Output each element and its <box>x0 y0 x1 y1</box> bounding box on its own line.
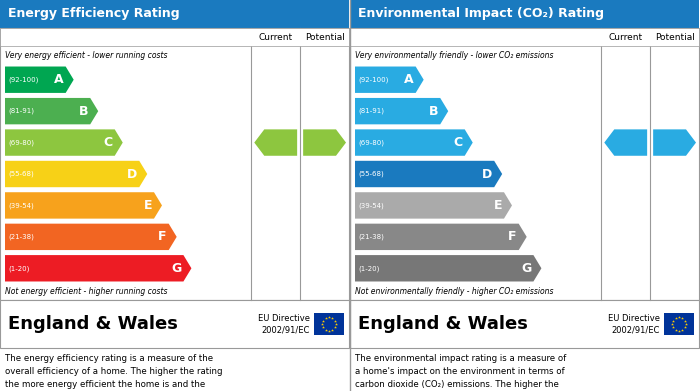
Bar <box>350 300 699 348</box>
Text: (21-38): (21-38) <box>8 233 34 240</box>
Bar <box>350 0 699 28</box>
Bar <box>0 0 349 28</box>
Text: The environmental impact rating is a measure of
a home's impact on the environme: The environmental impact rating is a mea… <box>355 354 567 391</box>
Text: The energy efficiency rating is a measure of the
overall efficiency of a home. T: The energy efficiency rating is a measur… <box>5 354 223 391</box>
Polygon shape <box>355 255 541 282</box>
Polygon shape <box>5 192 162 219</box>
Text: Potential: Potential <box>654 32 694 41</box>
Text: EU Directive
2002/91/EC: EU Directive 2002/91/EC <box>258 314 310 334</box>
Polygon shape <box>5 161 147 187</box>
Text: A: A <box>404 73 414 86</box>
Text: Current: Current <box>258 32 293 41</box>
Bar <box>0 300 349 348</box>
Text: (55-68): (55-68) <box>358 171 384 177</box>
Bar <box>350 28 699 300</box>
Text: (69-80): (69-80) <box>358 139 384 146</box>
Text: (69-80): (69-80) <box>8 139 34 146</box>
Bar <box>314 313 344 335</box>
Polygon shape <box>355 192 512 219</box>
Polygon shape <box>254 129 297 156</box>
Text: (1-20): (1-20) <box>358 265 379 271</box>
Polygon shape <box>5 98 98 124</box>
Polygon shape <box>355 66 423 93</box>
Text: C: C <box>104 136 113 149</box>
Text: E: E <box>494 199 502 212</box>
Text: (81-91): (81-91) <box>8 108 34 115</box>
Polygon shape <box>355 98 448 124</box>
Text: C: C <box>454 136 463 149</box>
Text: (92-100): (92-100) <box>8 77 38 83</box>
Text: F: F <box>508 230 517 243</box>
Polygon shape <box>355 129 472 156</box>
Text: Potential: Potential <box>304 32 344 41</box>
Text: (21-38): (21-38) <box>358 233 384 240</box>
Text: (92-100): (92-100) <box>358 77 388 83</box>
Text: (1-20): (1-20) <box>8 265 29 271</box>
Polygon shape <box>5 129 122 156</box>
Text: 71: 71 <box>616 136 636 150</box>
Text: G: G <box>522 262 531 275</box>
Text: (39-54): (39-54) <box>358 202 384 209</box>
Polygon shape <box>5 255 191 282</box>
Text: Very environmentally friendly - lower CO₂ emissions: Very environmentally friendly - lower CO… <box>355 50 554 59</box>
Text: (39-54): (39-54) <box>8 202 34 209</box>
Polygon shape <box>653 129 696 156</box>
Bar <box>0 28 349 46</box>
Polygon shape <box>5 66 74 93</box>
Text: Not energy efficient - higher running costs: Not energy efficient - higher running co… <box>5 287 167 296</box>
Text: 71: 71 <box>266 136 286 150</box>
Bar <box>350 28 699 46</box>
Text: B: B <box>428 105 438 118</box>
Text: G: G <box>172 262 181 275</box>
Text: Not environmentally friendly - higher CO₂ emissions: Not environmentally friendly - higher CO… <box>355 287 554 296</box>
Text: D: D <box>482 167 492 181</box>
Text: 71: 71 <box>665 136 685 150</box>
Polygon shape <box>604 129 647 156</box>
Text: 77: 77 <box>315 136 334 150</box>
Polygon shape <box>355 161 502 187</box>
Text: Current: Current <box>608 32 643 41</box>
Text: Environmental Impact (CO₂) Rating: Environmental Impact (CO₂) Rating <box>358 7 604 20</box>
Bar <box>664 313 694 335</box>
Text: (81-91): (81-91) <box>358 108 384 115</box>
Text: England & Wales: England & Wales <box>8 315 178 333</box>
Bar <box>0 28 349 300</box>
Text: A: A <box>54 73 64 86</box>
Text: England & Wales: England & Wales <box>358 315 528 333</box>
Text: D: D <box>127 167 137 181</box>
Text: B: B <box>78 105 88 118</box>
Text: EU Directive
2002/91/EC: EU Directive 2002/91/EC <box>608 314 660 334</box>
Text: F: F <box>158 230 167 243</box>
Text: (55-68): (55-68) <box>8 171 34 177</box>
Polygon shape <box>5 224 176 250</box>
Text: E: E <box>144 199 152 212</box>
Text: Energy Efficiency Rating: Energy Efficiency Rating <box>8 7 180 20</box>
Polygon shape <box>355 224 526 250</box>
Text: Very energy efficient - lower running costs: Very energy efficient - lower running co… <box>5 50 167 59</box>
Polygon shape <box>303 129 346 156</box>
